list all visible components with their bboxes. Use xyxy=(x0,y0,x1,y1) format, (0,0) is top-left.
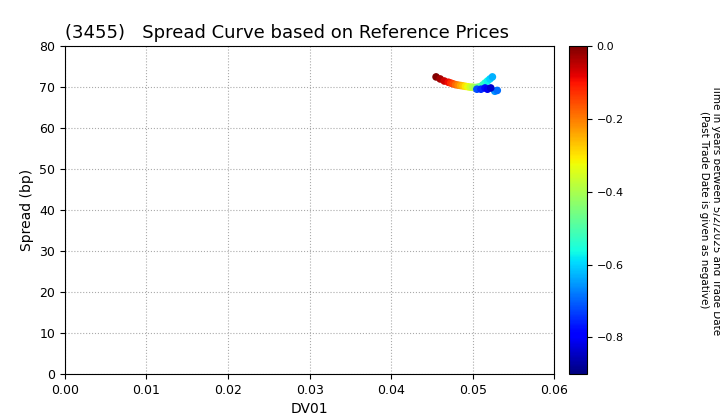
Point xyxy=(462,84,474,90)
Point xyxy=(477,82,488,89)
Point xyxy=(434,76,446,82)
Point xyxy=(471,86,482,92)
Text: (3455)   Spread Curve based on Reference Prices: (3455) Spread Curve based on Reference P… xyxy=(65,24,509,42)
Point xyxy=(450,81,462,88)
Point xyxy=(489,88,500,94)
Point xyxy=(464,84,476,90)
Point xyxy=(447,81,459,87)
Point xyxy=(492,87,503,94)
Point xyxy=(472,84,483,90)
X-axis label: DV01: DV01 xyxy=(291,402,328,416)
Point xyxy=(467,84,479,90)
Point xyxy=(482,78,493,84)
Point xyxy=(482,86,493,92)
Point xyxy=(431,74,442,80)
Point xyxy=(455,82,467,89)
Y-axis label: Time in years between 5/2/2025 and Trade Date
(Past Trade Date is given as negat: Time in years between 5/2/2025 and Trade… xyxy=(699,84,720,336)
Point xyxy=(474,84,486,90)
Point xyxy=(480,80,491,87)
Point xyxy=(480,84,491,91)
Point xyxy=(484,76,495,82)
Point xyxy=(457,83,469,89)
Point xyxy=(443,79,454,86)
Point xyxy=(452,82,464,89)
Point xyxy=(487,74,498,80)
Point xyxy=(459,83,471,90)
Point xyxy=(445,80,456,87)
Point xyxy=(485,84,497,91)
Y-axis label: Spread (bp): Spread (bp) xyxy=(19,169,34,251)
Point xyxy=(475,86,487,92)
Point xyxy=(438,78,450,84)
Point xyxy=(469,84,481,91)
